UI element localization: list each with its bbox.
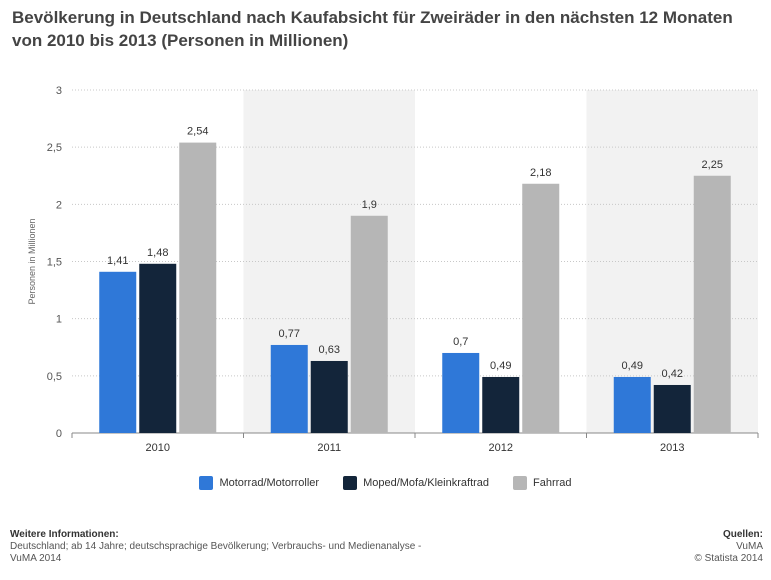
- legend-item-motorrad[interactable]: Motorrad/Motorroller: [199, 476, 319, 490]
- data-label: 2,25: [702, 159, 723, 171]
- legend-label-fahrrad: Fahrrad: [533, 477, 572, 489]
- y-tick-label: 1,5: [47, 257, 62, 269]
- data-label: 0,49: [490, 360, 511, 372]
- data-label: 0,7: [453, 336, 468, 348]
- bar: [442, 352, 480, 433]
- copyright-text: © Statista 2014: [694, 553, 763, 564]
- data-label: 0,63: [319, 344, 340, 356]
- bar: [139, 263, 177, 433]
- y-tick-label: 2,5: [47, 142, 62, 154]
- x-tick-label: 2011: [317, 442, 341, 454]
- legend-swatch-motorrad: [199, 476, 214, 490]
- legend-item-moped[interactable]: Moped/Mofa/Kleinkraftrad: [343, 476, 489, 490]
- bar: [310, 360, 348, 433]
- sources-heading: Quellen:: [722, 529, 763, 540]
- legend-swatch-fahrrad: [513, 476, 528, 490]
- bar: [99, 271, 137, 433]
- bar: [482, 376, 520, 433]
- bar: [270, 344, 308, 433]
- sources-text: VuMA: [736, 541, 763, 552]
- legend: Motorrad/Motorroller Moped/Mofa/Kleinkra…: [0, 476, 771, 490]
- legend-label-moped: Moped/Mofa/Kleinkraftrad: [363, 477, 490, 489]
- x-tick-label: 2013: [660, 442, 684, 454]
- bar: [179, 142, 217, 434]
- data-label: 1,9: [362, 199, 377, 211]
- y-tick-label: 1: [56, 314, 62, 326]
- y-axis-label: Personen in Millionen: [27, 218, 37, 304]
- x-tick-label: 2010: [146, 442, 170, 454]
- y-tick-label: 3: [56, 85, 62, 97]
- x-tick-label: 2012: [489, 442, 513, 454]
- legend-swatch-moped: [343, 476, 358, 490]
- bar: [522, 183, 560, 433]
- data-label: 2,54: [187, 126, 208, 138]
- y-tick-label: 0,5: [47, 371, 62, 383]
- bar-chart: 0 0,5 1 1,5 2 2,5 3 Personen in Millionen 1,41 1,…: [27, 85, 759, 454]
- data-label: 0,49: [622, 360, 643, 372]
- data-label: 2,18: [530, 167, 551, 179]
- info-heading: Weitere Informationen:: [10, 529, 119, 540]
- legend-item-fahrrad[interactable]: Fahrrad: [513, 476, 572, 490]
- data-label: 1,48: [147, 247, 168, 259]
- info-text: Deutschland; ab 14 Jahre; deutschsprachi…: [10, 541, 422, 564]
- y-tick-label: 2: [56, 199, 62, 211]
- bar: [653, 384, 691, 433]
- bar: [350, 215, 388, 433]
- bar: [613, 376, 651, 433]
- legend-label-motorrad: Motorrad/Motorroller: [219, 477, 320, 489]
- data-label: 0,42: [662, 368, 683, 380]
- y-tick-label: 0: [56, 428, 62, 440]
- data-label: 0,77: [279, 328, 300, 340]
- bar: [693, 175, 731, 433]
- footer-info: Weitere Informationen: Deutschland; ab 1…: [10, 529, 430, 565]
- chart-title: Bevölkerung in Deutschland nach Kaufabsi…: [12, 8, 733, 50]
- footer-sources: Quellen: VuMA © Statista 2014: [694, 529, 763, 565]
- data-label: 1,41: [107, 255, 128, 267]
